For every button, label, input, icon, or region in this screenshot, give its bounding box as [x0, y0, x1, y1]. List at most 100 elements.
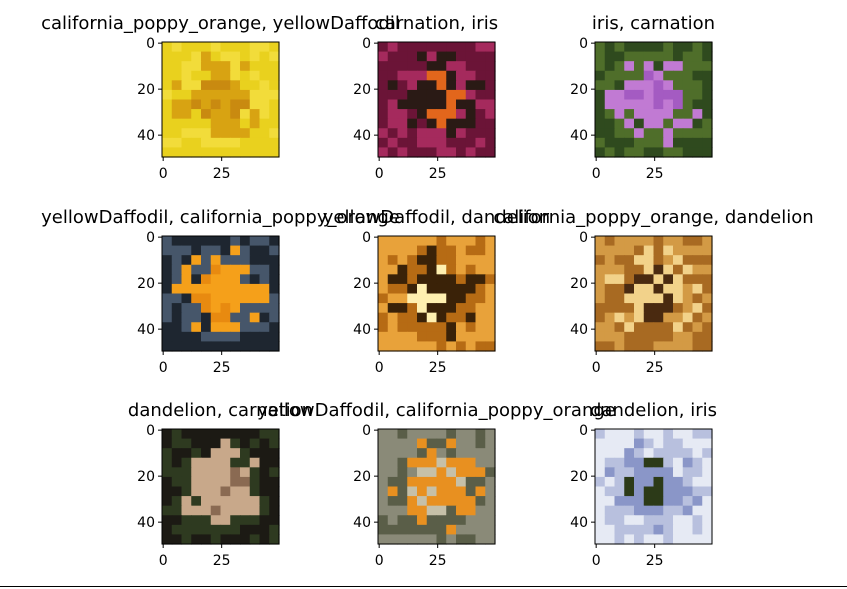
image-pixel	[387, 341, 399, 352]
image-pixel	[475, 245, 486, 256]
image-pixel	[162, 128, 173, 139]
x-tick-label: 0	[159, 360, 168, 376]
image-pixel	[624, 61, 635, 72]
image-pixel	[485, 61, 496, 72]
image-pixel	[456, 118, 467, 129]
image-pixel	[181, 147, 192, 158]
image-pixel	[475, 524, 486, 536]
image-pixel	[634, 245, 645, 256]
image-pixel	[426, 42, 438, 53]
image-pixel	[604, 303, 616, 314]
image-pixel	[191, 467, 202, 478]
image-pixel	[485, 534, 496, 545]
image-pixel	[663, 147, 674, 158]
image-pixel	[446, 505, 457, 516]
image-pixel	[643, 293, 655, 304]
image-pixel	[397, 283, 408, 295]
image-pixel	[220, 496, 231, 507]
image-pixel	[653, 524, 664, 536]
image-pixel	[220, 341, 231, 352]
image-pixel	[624, 89, 635, 101]
image-pixel	[230, 496, 241, 507]
image-pixel	[624, 486, 635, 497]
image-pixel	[673, 515, 684, 526]
image-pixel	[240, 80, 251, 91]
subplot-title: yellowDaffodil, california_poppy_orange	[257, 400, 616, 421]
image-pixel	[614, 89, 625, 101]
x-tick-label: 0	[159, 166, 168, 182]
image-pixel	[259, 283, 270, 295]
subplot-7: dandelion, carnation 0 20 40 0 25	[128, 400, 313, 569]
image-pixel	[171, 486, 183, 497]
image-pixel	[614, 505, 625, 516]
image-pixel	[201, 283, 212, 295]
image-pixel	[485, 283, 496, 295]
image-pixel	[230, 438, 241, 449]
image-pixel	[702, 457, 713, 468]
image-pixel	[604, 137, 616, 149]
image-pixel	[456, 467, 467, 478]
image-pixel	[465, 42, 477, 53]
image-pixel	[378, 515, 389, 526]
image-pixel	[682, 312, 694, 323]
image-pixel	[624, 467, 635, 478]
image-pixel	[201, 486, 212, 497]
image-pixel	[249, 274, 261, 285]
image-pixel	[259, 274, 270, 285]
image-pixel	[595, 322, 606, 333]
image-pixel	[387, 322, 399, 333]
image-pixel	[259, 293, 270, 304]
image-pixel	[595, 429, 606, 440]
image-pixel	[230, 534, 241, 545]
image-pixel	[485, 429, 496, 440]
image-pixel	[426, 264, 438, 275]
image-pixel	[595, 438, 606, 449]
image-pixel	[387, 264, 399, 275]
image-pixel	[446, 147, 457, 158]
image-pixel	[634, 255, 645, 266]
image-pixel	[210, 303, 222, 314]
image-pixel	[397, 147, 408, 158]
image-pixel	[456, 515, 467, 526]
image-pixel	[181, 293, 192, 304]
image-pixel	[663, 303, 674, 314]
image-pixel	[240, 312, 251, 323]
image-pixel	[643, 147, 655, 158]
image-pixel	[692, 89, 703, 101]
image-pixel	[604, 515, 616, 526]
image-pixel	[162, 312, 173, 323]
image-pixel	[643, 70, 655, 81]
image-pixel	[249, 42, 261, 53]
image-pixel	[220, 147, 231, 158]
image-pixel	[201, 80, 212, 91]
image-pixel	[465, 312, 477, 323]
image-pixel	[624, 283, 635, 295]
image-pixel	[426, 505, 438, 516]
subplot-title: california_poppy_orange, yellowDaffodil	[41, 13, 400, 34]
image-pixel	[162, 147, 173, 158]
image-pixel	[456, 429, 467, 440]
image-pixel	[426, 534, 438, 545]
image-pixel	[653, 51, 664, 62]
image-pixel	[162, 505, 173, 516]
image-pixel	[595, 515, 606, 526]
image-pixel	[663, 505, 674, 516]
image-pixel	[643, 236, 655, 247]
image-pixel	[201, 534, 212, 545]
x-tick-label: 25	[213, 360, 231, 376]
image-pixel	[269, 534, 280, 545]
image-pixel	[634, 128, 645, 139]
image-pixel	[643, 245, 655, 256]
image-pixel	[456, 274, 467, 285]
image-pixel	[210, 429, 222, 440]
image-pixel	[614, 137, 625, 149]
image-pixel	[485, 448, 496, 459]
image-pixel	[249, 51, 261, 62]
image-pixel	[220, 51, 231, 62]
image-pixel	[240, 303, 251, 314]
image-pixel	[171, 438, 183, 449]
image-pixel	[201, 322, 212, 333]
image-pixel	[240, 429, 251, 440]
image-pixel	[230, 264, 241, 275]
image-pixel	[181, 236, 192, 247]
